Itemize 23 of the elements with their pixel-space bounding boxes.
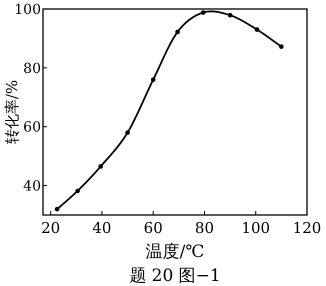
y-tick-label: 80 — [23, 60, 41, 77]
point — [54, 206, 60, 212]
point — [125, 130, 130, 135]
y-tick-label: 40 — [23, 178, 41, 195]
point — [98, 164, 103, 169]
point — [279, 44, 284, 49]
x-tick-label: 120 — [292, 219, 322, 237]
point — [200, 10, 206, 15]
y-tick-label: 100 — [14, 2, 41, 18]
point — [75, 188, 80, 194]
text: 题 20 图−1 — [129, 266, 221, 286]
point — [228, 12, 232, 18]
point — [175, 30, 180, 34]
x-axis-title: 温度/℃ — [146, 242, 204, 262]
point — [254, 27, 260, 32]
x-tick-label: 60 — [144, 219, 163, 237]
point — [150, 77, 156, 82]
x-tick-label: 100 — [241, 219, 270, 237]
x-tick-label: 40 — [92, 219, 112, 237]
x-tick-label: 20 — [41, 219, 60, 237]
x-tick-label: 80 — [194, 219, 214, 237]
y-axis-title: 转化率/% — [3, 80, 21, 144]
y-tick-label: 60 — [23, 120, 41, 136]
